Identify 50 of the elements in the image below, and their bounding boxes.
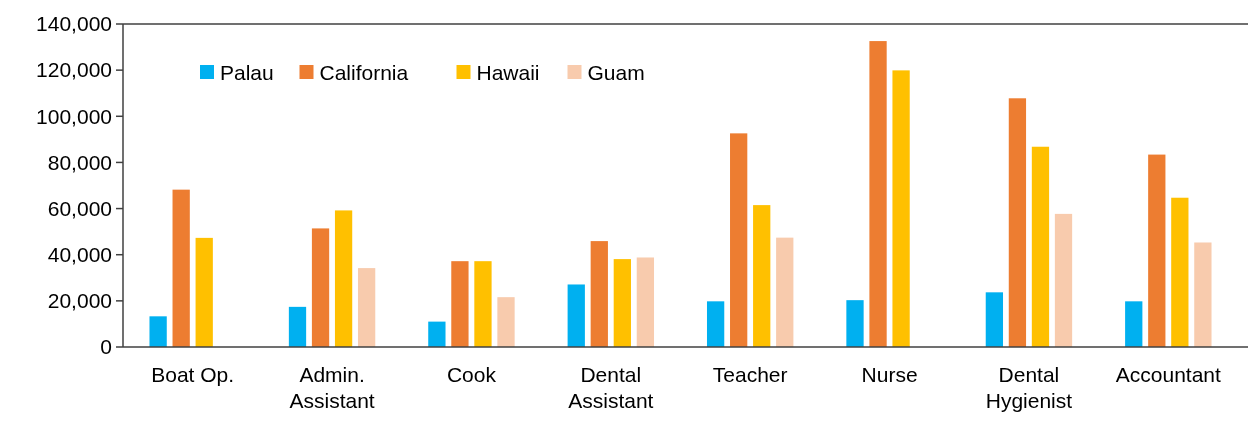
y-tick-label: 60,000: [47, 196, 112, 220]
bar: [590, 241, 608, 347]
bar: [1194, 242, 1212, 347]
x-tick-label: Nurse: [861, 363, 918, 386]
y-tick-label: 20,000: [47, 289, 112, 313]
bar: [776, 237, 794, 347]
bar: [753, 205, 771, 347]
bar: [311, 228, 330, 347]
bar: [730, 133, 748, 347]
bar: [1054, 213, 1073, 347]
bar: [451, 261, 469, 347]
y-tick-label: 120,000: [36, 58, 112, 82]
y-tick-label: 40,000: [47, 243, 112, 267]
bar: [846, 300, 864, 347]
y-tick-label: 100,000: [36, 104, 112, 128]
x-tick-label: Dental Hygienist: [985, 363, 1073, 412]
bar: [1171, 197, 1189, 347]
bar: [474, 261, 492, 347]
x-tick-label: Boat Op.: [151, 363, 235, 386]
legend-label: Hawaii: [476, 61, 540, 85]
bar: [334, 210, 353, 347]
y-tick-label: 0: [100, 335, 112, 359]
bar: [985, 292, 1004, 347]
legend-label: California: [319, 61, 409, 85]
bar: [195, 237, 213, 347]
bar: [172, 189, 190, 347]
bar: [357, 268, 376, 347]
bar: [869, 41, 887, 347]
bar: [497, 297, 515, 347]
y-tick-label: 140,000: [36, 12, 112, 36]
bar: [288, 306, 307, 347]
bar: [613, 259, 631, 347]
bar: [1125, 301, 1143, 347]
bar: [1031, 146, 1050, 347]
bar: [149, 316, 167, 347]
x-tick-label: Dental Assistant: [568, 363, 654, 412]
x-tick-label: Admin. Assistant: [289, 363, 375, 412]
bar: [428, 321, 446, 347]
bar: [892, 70, 910, 347]
bar: [1008, 98, 1027, 347]
x-tick-label: Accountant: [1115, 363, 1222, 386]
y-tick-label: 80,000: [47, 150, 112, 174]
bar: [636, 257, 655, 347]
legend-label: Palau: [220, 61, 274, 85]
x-tick-label: Teacher: [712, 363, 788, 386]
bar: [1148, 154, 1166, 347]
bar: [567, 284, 585, 347]
x-tick-label: Cook: [446, 363, 497, 386]
legend-label: Guam: [587, 61, 645, 85]
bar: [706, 301, 725, 347]
